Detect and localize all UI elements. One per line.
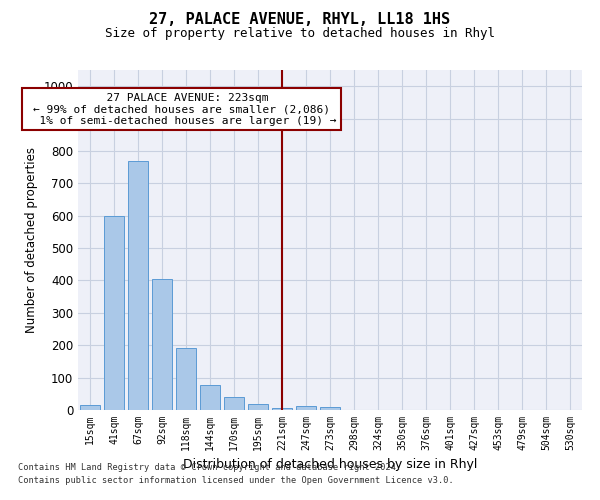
Text: Size of property relative to detached houses in Rhyl: Size of property relative to detached ho… — [105, 28, 495, 40]
Text: 27 PALACE AVENUE: 223sqm
← 99% of detached houses are smaller (2,086)
  1% of se: 27 PALACE AVENUE: 223sqm ← 99% of detach… — [26, 92, 337, 126]
Bar — [152, 279, 172, 410]
Bar — [176, 348, 196, 410]
Text: Contains public sector information licensed under the Open Government Licence v3: Contains public sector information licen… — [18, 476, 454, 485]
Y-axis label: Number of detached properties: Number of detached properties — [25, 147, 38, 333]
X-axis label: Distribution of detached houses by size in Rhyl: Distribution of detached houses by size … — [183, 458, 477, 471]
Bar — [128, 160, 148, 410]
Bar — [200, 384, 220, 410]
Bar — [272, 408, 292, 410]
Bar — [248, 404, 268, 410]
Text: 27, PALACE AVENUE, RHYL, LL18 1HS: 27, PALACE AVENUE, RHYL, LL18 1HS — [149, 12, 451, 28]
Text: Contains HM Land Registry data © Crown copyright and database right 2024.: Contains HM Land Registry data © Crown c… — [18, 464, 401, 472]
Bar — [320, 407, 340, 410]
Bar — [224, 397, 244, 410]
Bar — [80, 405, 100, 410]
Bar — [104, 216, 124, 410]
Bar — [296, 406, 316, 410]
